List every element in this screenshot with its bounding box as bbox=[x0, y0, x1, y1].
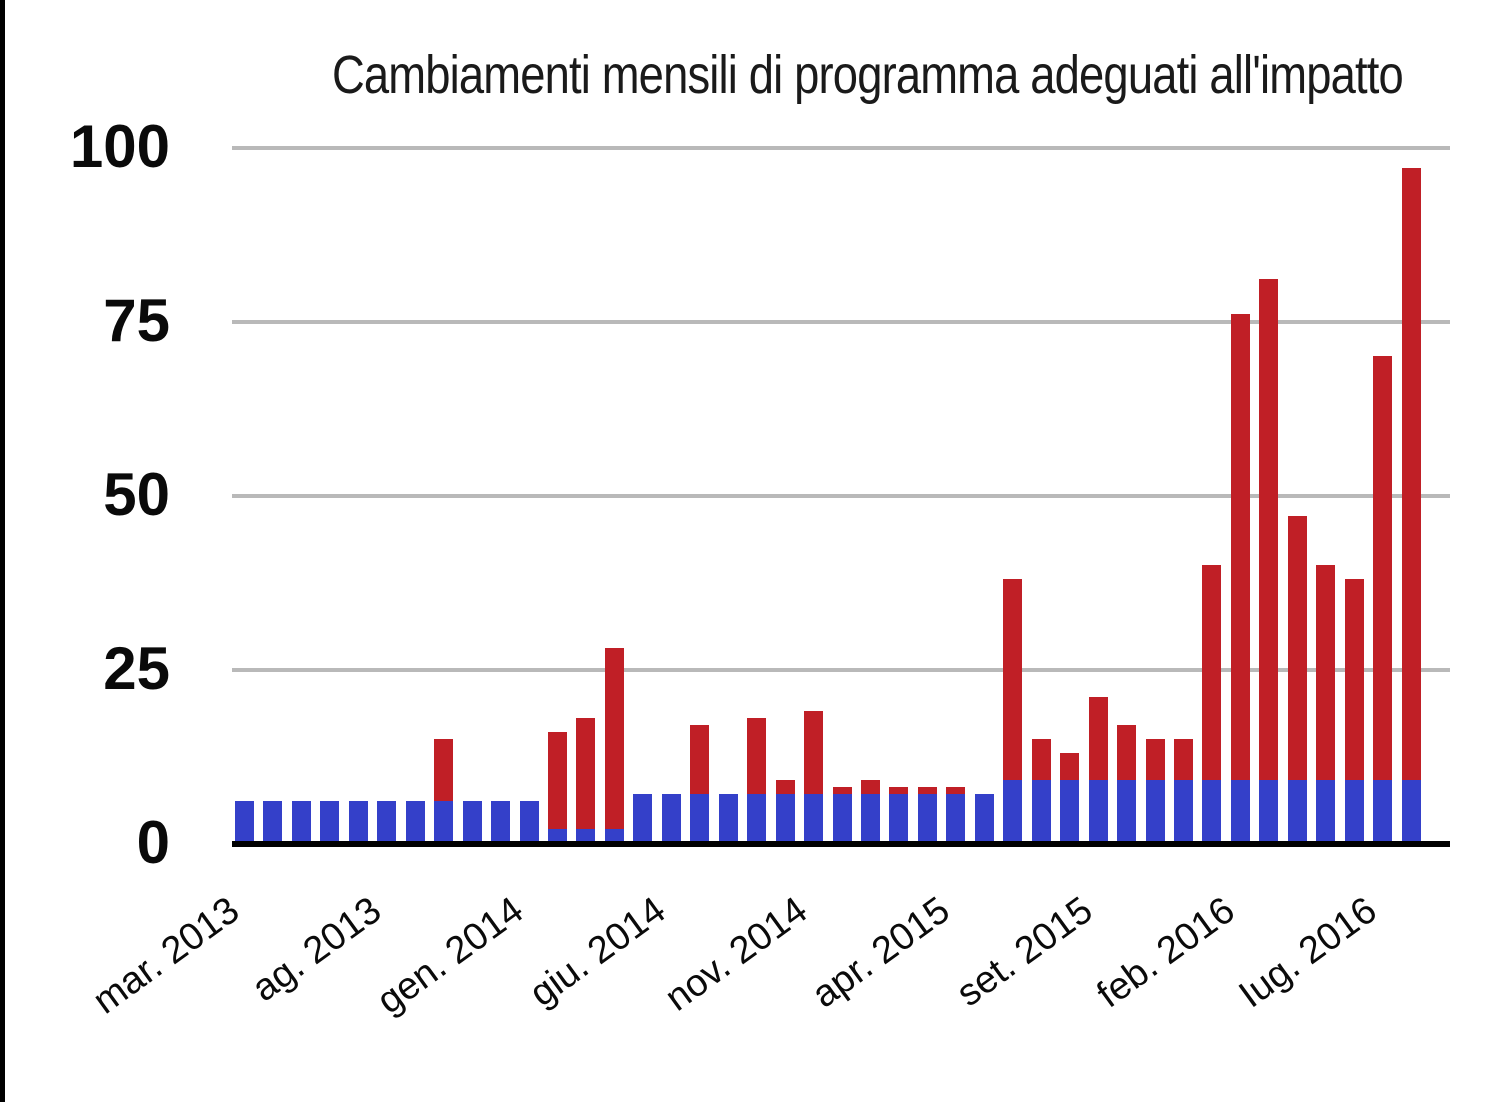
bar-blue-gen-2015 bbox=[861, 794, 880, 843]
bar-blue-giu-2015 bbox=[1003, 780, 1023, 843]
bar-red-feb-2016 bbox=[1230, 314, 1250, 781]
bar-blue-ag-2016 bbox=[1401, 780, 1421, 843]
gridline-25 bbox=[232, 668, 1450, 672]
bar-red-feb-2015 bbox=[889, 787, 909, 795]
x-tick-label-Iug-2016: Iug. 2016 bbox=[1103, 885, 1385, 1016]
bar-blue-mag-2016 bbox=[1316, 780, 1336, 843]
bar-blue-mar-2016 bbox=[1259, 780, 1279, 843]
bar-blue-dic-2013 bbox=[491, 801, 511, 843]
y-tick-label-0: 0 bbox=[136, 809, 170, 876]
bar-blue-dic-2014 bbox=[832, 794, 852, 843]
bar-red-ott-2015 bbox=[1117, 724, 1137, 781]
bar-red-giu-2016 bbox=[1344, 578, 1364, 781]
bar-red-gen-2015 bbox=[861, 780, 880, 795]
bar-blue-ott-2015 bbox=[1117, 780, 1137, 843]
bar-blue-giu-2014 bbox=[661, 794, 681, 843]
bar-blue-set-2014 bbox=[747, 794, 767, 843]
bar-red-gen-2016 bbox=[1202, 564, 1222, 781]
gridline-75 bbox=[232, 320, 1450, 324]
bar-blue-nov-2014 bbox=[804, 794, 824, 843]
bar-blue-apr-2013 bbox=[263, 801, 283, 843]
bar-red-set-2015 bbox=[1088, 696, 1108, 781]
bar-red-apr-2014 bbox=[604, 648, 624, 830]
bar-blue-mag-2013 bbox=[291, 801, 311, 843]
bar-red-nov-2014 bbox=[804, 710, 824, 795]
bar-blue-nov-2013 bbox=[462, 801, 482, 843]
bar-red-lug-2016 bbox=[1373, 355, 1393, 781]
bar-blue-gen-2016 bbox=[1202, 780, 1222, 843]
left-border-line bbox=[0, 0, 5, 1102]
bar-red-giu-2015 bbox=[1003, 578, 1023, 781]
y-tick-label-25: 25 bbox=[103, 635, 170, 702]
bar-red-ag-2015 bbox=[1060, 752, 1080, 781]
bar-blue-ag-2015 bbox=[1060, 780, 1080, 843]
bar-blue-ott-2014 bbox=[775, 794, 795, 843]
bar-blue-mar-2013 bbox=[235, 801, 254, 843]
bar-red-set-2014 bbox=[747, 717, 767, 795]
bar-red-mag-2016 bbox=[1316, 564, 1336, 781]
bar-red-apr-2016 bbox=[1287, 515, 1307, 781]
y-tick-label-50: 50 bbox=[103, 461, 170, 528]
y-tick-label-75: 75 bbox=[103, 287, 170, 354]
bar-blue-ag-2014 bbox=[718, 794, 738, 843]
bar-blue-mag-2015 bbox=[974, 794, 994, 843]
bar-red-mar-2014 bbox=[576, 717, 596, 830]
chart-title-text: Cambiamenti mensili di programma adeguat… bbox=[331, 45, 1404, 105]
gridline-50 bbox=[232, 494, 1450, 498]
bar-blue-feb-2016 bbox=[1230, 780, 1250, 843]
bar-blue-apr-2015 bbox=[946, 794, 966, 843]
bar-blue-set-2015 bbox=[1088, 780, 1108, 843]
gridline-100 bbox=[232, 146, 1450, 150]
x-axis-line bbox=[232, 841, 1450, 847]
bar-red-lug-2014 bbox=[690, 724, 710, 795]
bar-red-mar-2015 bbox=[917, 787, 937, 795]
bar-blue-feb-2014 bbox=[548, 829, 567, 843]
bar-blue-giu-2013 bbox=[320, 801, 340, 843]
bar-red-mar-2016 bbox=[1259, 279, 1279, 781]
bar-blue-gen-2014 bbox=[519, 801, 539, 843]
bar-blue-giu-2016 bbox=[1344, 780, 1364, 843]
bar-blue-mar-2014 bbox=[576, 829, 596, 843]
x-tick-label-text: Iug. 2016 bbox=[1231, 889, 1385, 1017]
bar-blue-mar-2015 bbox=[917, 794, 937, 843]
y-tick-label-100: 100 bbox=[69, 113, 170, 180]
bar-blue-mag-2014 bbox=[633, 794, 653, 843]
bar-red-dic-2015 bbox=[1174, 738, 1193, 781]
bar-red-nov-2015 bbox=[1145, 738, 1165, 781]
bar-red-feb-2014 bbox=[548, 731, 567, 830]
bar-blue-feb-2015 bbox=[889, 794, 909, 843]
bar-red-dic-2014 bbox=[832, 787, 852, 795]
bar-red-ott-2013 bbox=[434, 738, 454, 802]
bar-blue-ott-2013 bbox=[434, 801, 454, 843]
bar-blue-apr-2014 bbox=[604, 829, 624, 843]
chart-title: Cambiamenti mensili di programma adeguat… bbox=[230, 44, 1404, 106]
bar-blue-apr-2016 bbox=[1287, 780, 1307, 843]
bar-red-ott-2014 bbox=[775, 780, 795, 795]
bar-blue-lug-2015 bbox=[1031, 780, 1051, 843]
bar-blue-lug-2016 bbox=[1373, 780, 1393, 843]
bar-blue-set-2013 bbox=[405, 801, 425, 843]
bar-blue-lug-2014 bbox=[690, 794, 710, 843]
bar-blue-ag-2013 bbox=[377, 801, 397, 843]
bar-blue-dic-2015 bbox=[1174, 780, 1193, 843]
bar-red-apr-2015 bbox=[946, 787, 966, 795]
bar-blue-nov-2015 bbox=[1145, 780, 1165, 843]
bar-red-ag-2016 bbox=[1401, 167, 1421, 781]
bar-blue-lug-2013 bbox=[348, 801, 368, 843]
bar-red-lug-2015 bbox=[1031, 738, 1051, 781]
